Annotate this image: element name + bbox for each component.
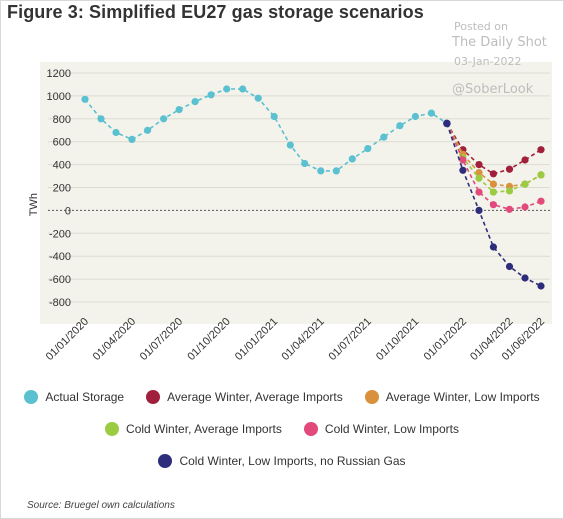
data-point [505, 205, 514, 213]
watermark-date: 03-Jan-2022 [454, 55, 522, 68]
legend-item-average-winter-average-imports[interactable]: Average Winter, Average Imports [146, 390, 343, 404]
data-point [505, 262, 514, 271]
series-line [84, 88, 448, 172]
x-tick-label: 01/01/2020 [44, 316, 91, 363]
data-point [537, 146, 545, 154]
legend-item-cold-winter-low-imports[interactable]: Cold Winter, Low Imports [303, 422, 459, 436]
data-point [317, 167, 325, 175]
legend-item-cold-winter-no-russian-gas[interactable]: Cold Winter, Low Imports, no Russian Gas [158, 454, 406, 468]
legend-item-cold-winter-average-imports[interactable]: Cold Winter, Average Imports [105, 422, 282, 436]
legend-label: Cold Winter, Low Imports [324, 422, 459, 436]
data-point [270, 112, 278, 121]
data-point [175, 106, 183, 114]
x-tick-label: 01/04/2020 [91, 316, 138, 363]
data-point [380, 133, 388, 141]
y-tick-label: 600 [53, 137, 71, 149]
x-tick-label: 01/10/2021 [374, 316, 421, 363]
data-point [207, 91, 215, 99]
data-point [537, 197, 545, 205]
data-point [521, 203, 529, 211]
legend-row-1: Actual Storage Average Winter, Average I… [0, 390, 564, 404]
y-tick-label: 1000 [47, 91, 71, 103]
data-point [364, 145, 372, 153]
watermark-handle: @SoberLook [452, 82, 534, 97]
data-point [396, 122, 404, 130]
legend-marker [158, 454, 173, 468]
data-point [489, 201, 497, 209]
y-tick-label: 800 [53, 114, 71, 126]
data-point [475, 161, 483, 169]
data-point [348, 155, 356, 163]
data-point [475, 188, 483, 196]
data-point [537, 171, 545, 179]
legend-item-average-winter-low-imports[interactable]: Average Winter, Low Imports [364, 390, 540, 404]
junction-point [443, 119, 451, 128]
data-point [489, 188, 497, 196]
data-point [411, 112, 419, 121]
data-point [160, 115, 168, 123]
legend-label: Average Winter, Average Imports [167, 390, 343, 404]
data-point [489, 243, 497, 251]
source-note: Source: Bruegel own calculations [27, 500, 175, 511]
data-point [332, 167, 340, 175]
watermark-publisher: The Daily Shot [452, 35, 547, 50]
legend-row-3: Cold Winter, Low Imports, no Russian Gas [0, 454, 564, 468]
data-point [475, 174, 483, 182]
data-point [505, 187, 514, 195]
data-point [286, 141, 294, 149]
y-tick-label: 0 [65, 205, 71, 217]
legend-label: Average Winter, Low Imports [385, 390, 540, 404]
y-tick-label: 400 [53, 160, 71, 172]
data-point [505, 165, 514, 173]
x-tick-label: 01/01/2022 [422, 316, 469, 363]
x-tick-label: 01/04/2021 [279, 316, 326, 363]
data-point [97, 115, 105, 123]
data-point [223, 85, 231, 93]
data-point [475, 206, 483, 214]
legend-label: Actual Storage [45, 390, 125, 404]
data-point [475, 169, 483, 177]
y-tick-label: 1200 [47, 68, 71, 80]
legend-marker [146, 390, 161, 404]
plot-area [40, 62, 552, 324]
data-point [521, 156, 529, 164]
data-point [489, 180, 497, 188]
y-tick-label: -600 [49, 274, 71, 286]
legend-marker [364, 390, 379, 404]
data-point [521, 180, 529, 188]
data-point [459, 156, 467, 164]
data-point [81, 95, 89, 103]
legend-marker [24, 390, 39, 404]
data-point [239, 85, 247, 93]
data-point [489, 170, 497, 178]
y-tick-label: 200 [53, 183, 71, 195]
data-point [459, 166, 467, 174]
y-axis-label: TWh [28, 193, 40, 216]
data-point [191, 98, 199, 106]
data-point [254, 94, 262, 102]
y-tick-label: -800 [49, 297, 71, 309]
legend-item-actual-storage[interactable]: Actual Storage [24, 390, 124, 404]
data-point [427, 109, 435, 117]
legend-label: Cold Winter, Low Imports, no Russian Gas [179, 454, 406, 468]
x-tick-label: 01/01/2021 [233, 316, 280, 363]
data-point [128, 135, 136, 143]
y-tick-label: -400 [49, 251, 71, 263]
data-point [144, 126, 152, 134]
chart-title: Figure 3: Simplified EU27 gas storage sc… [7, 2, 424, 22]
legend-marker [303, 422, 318, 436]
watermark-posted-on: Posted on [454, 20, 508, 33]
y-tick-label: -200 [49, 228, 71, 240]
data-point [112, 128, 120, 137]
data-point [301, 159, 309, 168]
legend-label: Cold Winter, Average Imports [126, 422, 282, 436]
legend-marker [105, 422, 120, 436]
data-point [537, 282, 545, 290]
data-point [521, 274, 529, 282]
x-tick-label: 01/10/2020 [185, 316, 232, 363]
x-tick-label: 01/07/2021 [327, 316, 374, 363]
legend-row-2: Cold Winter, Average Imports Cold Winter… [0, 422, 564, 436]
x-tick-label: 01/07/2020 [138, 316, 185, 363]
